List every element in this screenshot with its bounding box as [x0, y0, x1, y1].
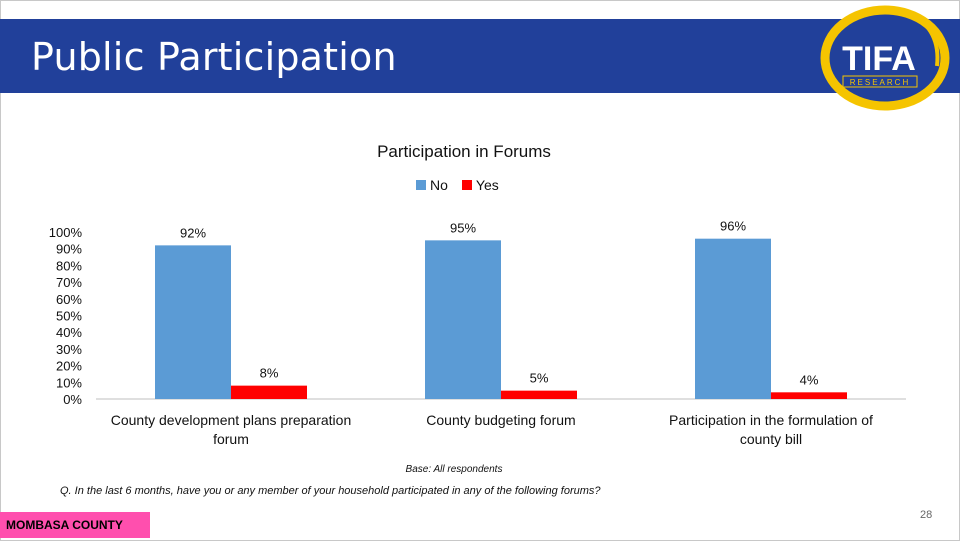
y-tick-label: 70% [56, 275, 82, 290]
y-tick-label: 100% [49, 225, 83, 240]
legend-label-yes: Yes [475, 177, 499, 193]
data-label: 5% [530, 371, 549, 386]
data-label: 92% [180, 225, 206, 240]
bar-yes [231, 385, 307, 399]
bar-no [425, 240, 501, 399]
y-tick-label: 80% [56, 258, 82, 273]
x-category-label: County budgeting forum [426, 412, 575, 428]
x-category-label: county bill [740, 431, 802, 447]
logo-swoosh [910, 12, 940, 67]
bar-no [695, 238, 771, 399]
legend-item-yes: Yes [461, 177, 499, 193]
header-bar [0, 19, 960, 93]
survey-question: Q. In the last 6 months, have you or any… [60, 485, 601, 497]
data-label: 8% [260, 366, 279, 381]
data-label: 96% [720, 219, 746, 234]
legend-swatch-no [416, 180, 426, 190]
bar-no [155, 245, 231, 399]
data-label: 95% [450, 220, 476, 235]
x-category-label: Participation in the formulation of [669, 412, 873, 428]
x-category-label: forum [213, 431, 249, 447]
base-note: Base: All respondents [405, 464, 503, 475]
tifa-logo: TIFA RESEARCH [820, 5, 950, 111]
y-tick-label: 60% [56, 292, 82, 307]
legend-label-no: No [430, 177, 448, 193]
legend-item-no: No [416, 177, 448, 193]
county-badge: MOMBASA COUNTY [0, 512, 150, 538]
chart-legend: No Yes [416, 177, 499, 193]
y-tick-label: 40% [56, 325, 82, 340]
bar-yes [501, 390, 577, 399]
y-tick-label: 30% [56, 342, 82, 357]
data-label: 4% [800, 372, 819, 387]
legend-swatch-yes [461, 180, 472, 190]
bar-yes [771, 392, 847, 399]
y-tick-label: 90% [56, 242, 82, 257]
logo-subtext: RESEARCH [850, 78, 910, 87]
y-tick-label: 50% [56, 309, 82, 324]
logo-text: TIFA [842, 40, 916, 78]
y-tick-label: 0% [63, 392, 82, 407]
logo-ring [820, 5, 950, 111]
y-tick-label: 10% [56, 375, 82, 390]
y-tick-label: 20% [56, 359, 82, 374]
chart-title: Participation in Forums [377, 142, 551, 161]
logo-subtext-box [842, 75, 918, 88]
page-title: Public Participation [31, 35, 397, 79]
page-number: 28 [920, 509, 933, 521]
x-category-label: County development plans preparation [111, 412, 352, 428]
